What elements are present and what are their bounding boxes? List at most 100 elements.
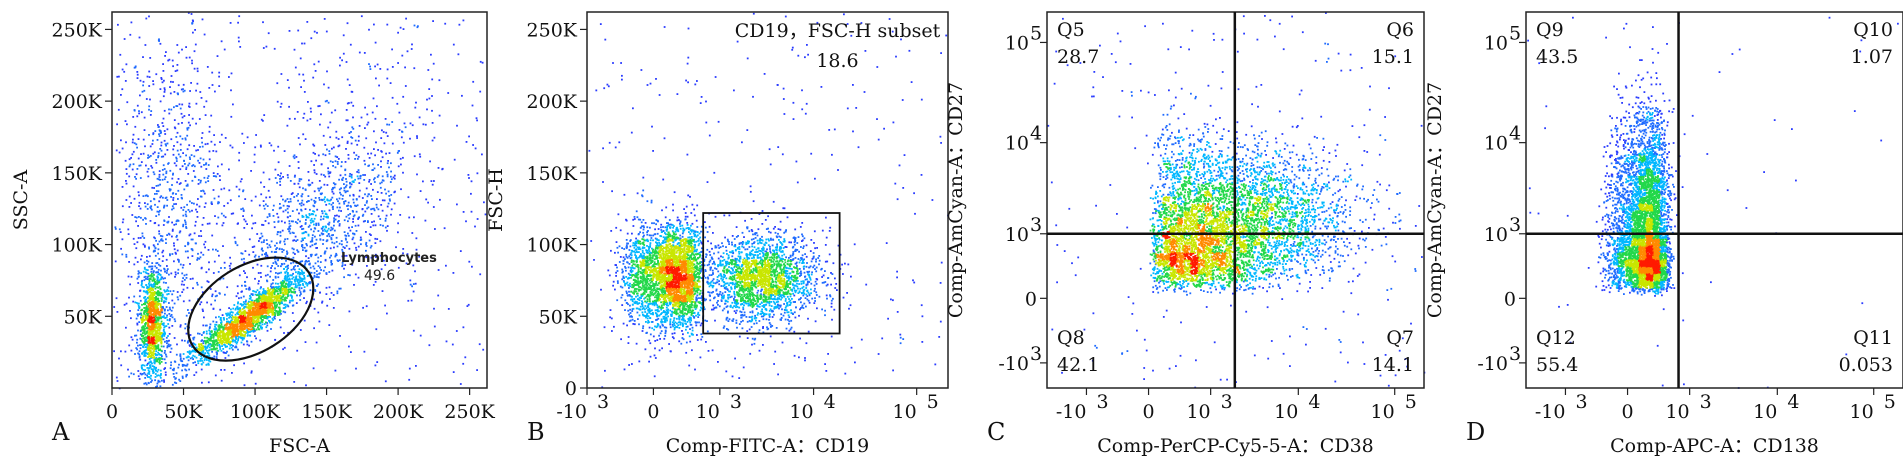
event-point <box>284 304 286 306</box>
event-point <box>269 299 271 301</box>
event-point <box>242 316 244 318</box>
event-point <box>279 307 281 309</box>
event-point <box>243 311 245 313</box>
event-point <box>217 345 219 347</box>
event-point <box>302 284 304 286</box>
event-point <box>231 347 233 349</box>
event-point <box>230 309 232 311</box>
event-point <box>213 347 215 349</box>
event-point <box>206 340 208 342</box>
event-point <box>322 239 324 241</box>
event-point <box>237 301 239 303</box>
event-point <box>218 316 220 318</box>
event-point <box>220 326 222 328</box>
event-point <box>197 333 199 335</box>
event-point <box>222 331 224 333</box>
event-point <box>217 331 219 333</box>
flow-cytometry-figure: 0 50K 100K 150K 200K 250K50K100K150K200K250KF… <box>0 0 1903 459</box>
event-point <box>279 319 281 321</box>
event-point <box>271 295 273 297</box>
event-point <box>261 304 263 306</box>
event-point <box>199 360 201 362</box>
event-point <box>263 311 265 313</box>
event-point <box>235 320 237 322</box>
event-point <box>207 345 209 347</box>
event-point <box>253 321 255 323</box>
event-point <box>272 296 274 298</box>
event-point <box>291 278 293 280</box>
event-point <box>252 303 254 305</box>
event-point <box>220 341 222 343</box>
event-point <box>273 292 275 294</box>
event-point <box>224 334 226 336</box>
event-point <box>226 326 228 328</box>
event-point <box>277 283 279 285</box>
event-point <box>238 317 240 319</box>
event-point <box>233 304 235 306</box>
event-point <box>247 323 249 325</box>
event-point <box>249 305 251 307</box>
event-point <box>227 336 229 338</box>
event-point <box>205 346 207 348</box>
event-point <box>199 346 201 348</box>
event-point <box>267 292 269 294</box>
event-point <box>291 269 293 271</box>
event-point <box>223 319 225 321</box>
event-point <box>241 305 243 307</box>
event-point <box>240 297 242 299</box>
event-point <box>217 342 219 344</box>
event-point <box>271 322 273 324</box>
event-point <box>201 357 203 359</box>
event-point <box>243 344 245 346</box>
event-point <box>269 316 271 318</box>
event-point <box>250 317 252 319</box>
event-point <box>256 323 258 325</box>
event-point <box>222 329 224 331</box>
event-point <box>295 271 297 273</box>
event-point <box>249 331 251 333</box>
event-point <box>272 279 274 281</box>
event-point <box>247 334 249 336</box>
event-point <box>317 261 319 263</box>
event-point <box>272 310 274 312</box>
event-point <box>277 311 279 313</box>
event-point <box>299 299 301 301</box>
event-point <box>264 311 266 313</box>
event-point <box>264 290 266 292</box>
event-point <box>248 345 250 347</box>
event-point <box>254 321 256 323</box>
event-point <box>196 357 198 359</box>
event-point <box>269 293 271 295</box>
event-point <box>199 344 201 346</box>
event-point <box>236 334 238 336</box>
event-point <box>223 352 225 354</box>
event-point <box>282 294 284 296</box>
event-point <box>268 316 270 318</box>
event-point <box>208 364 210 366</box>
event-point <box>266 325 268 327</box>
event-point <box>256 294 258 296</box>
event-point <box>219 336 221 338</box>
event-point <box>210 344 212 346</box>
event-point <box>222 340 224 342</box>
event-point <box>197 362 199 364</box>
event-point <box>286 271 288 273</box>
event-point <box>226 318 228 320</box>
event-point <box>257 309 259 311</box>
event-point <box>275 289 277 291</box>
event-point <box>246 325 248 327</box>
event-point <box>231 311 233 313</box>
event-point <box>246 327 248 329</box>
event-point <box>289 274 291 276</box>
event-point <box>235 341 237 343</box>
event-point <box>284 289 286 291</box>
event-point <box>235 338 237 340</box>
event-point <box>188 359 190 361</box>
event-point <box>227 314 229 316</box>
event-point <box>209 338 211 340</box>
event-point <box>239 322 241 324</box>
event-point <box>245 331 247 333</box>
event-point <box>243 307 245 309</box>
event-point <box>285 283 287 285</box>
event-point <box>192 362 194 364</box>
